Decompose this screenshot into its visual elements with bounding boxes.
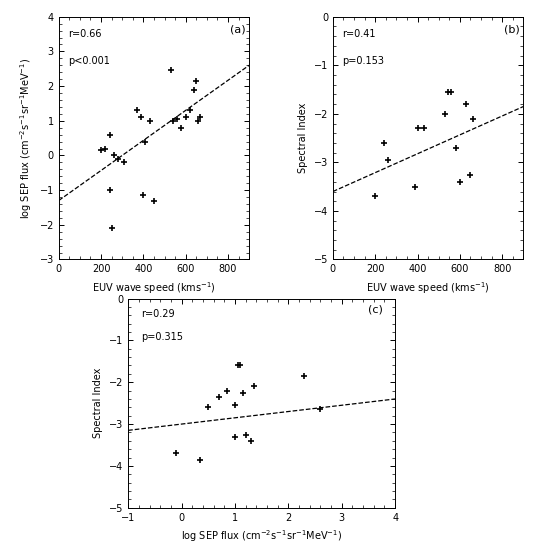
- Text: p<0.001: p<0.001: [68, 56, 110, 66]
- Text: r=0.41: r=0.41: [342, 29, 376, 39]
- Text: r=0.29: r=0.29: [142, 309, 175, 319]
- X-axis label: EUV wave speed (kms$^{-1}$): EUV wave speed (kms$^{-1}$): [92, 280, 216, 296]
- Y-axis label: Spectral Index: Spectral Index: [93, 368, 104, 439]
- Y-axis label: log SEP flux (cm$^{-2}$s$^{-1}$sr$^{-1}$MeV$^{-1}$): log SEP flux (cm$^{-2}$s$^{-1}$sr$^{-1}$…: [18, 57, 34, 219]
- Text: (c): (c): [368, 305, 383, 315]
- X-axis label: EUV wave speed (kms$^{-1}$): EUV wave speed (kms$^{-1}$): [366, 280, 490, 296]
- Y-axis label: Spectral Index: Spectral Index: [298, 103, 308, 174]
- X-axis label: log SEP flux (cm$^{-2}$s$^{-1}$sr$^{-1}$MeV$^{-1}$): log SEP flux (cm$^{-2}$s$^{-1}$sr$^{-1}$…: [181, 528, 342, 544]
- Text: (b): (b): [504, 24, 520, 34]
- Text: (a): (a): [230, 24, 246, 34]
- Text: p=0.153: p=0.153: [342, 56, 384, 66]
- Text: p=0.315: p=0.315: [142, 332, 184, 342]
- Text: r=0.66: r=0.66: [68, 29, 102, 39]
